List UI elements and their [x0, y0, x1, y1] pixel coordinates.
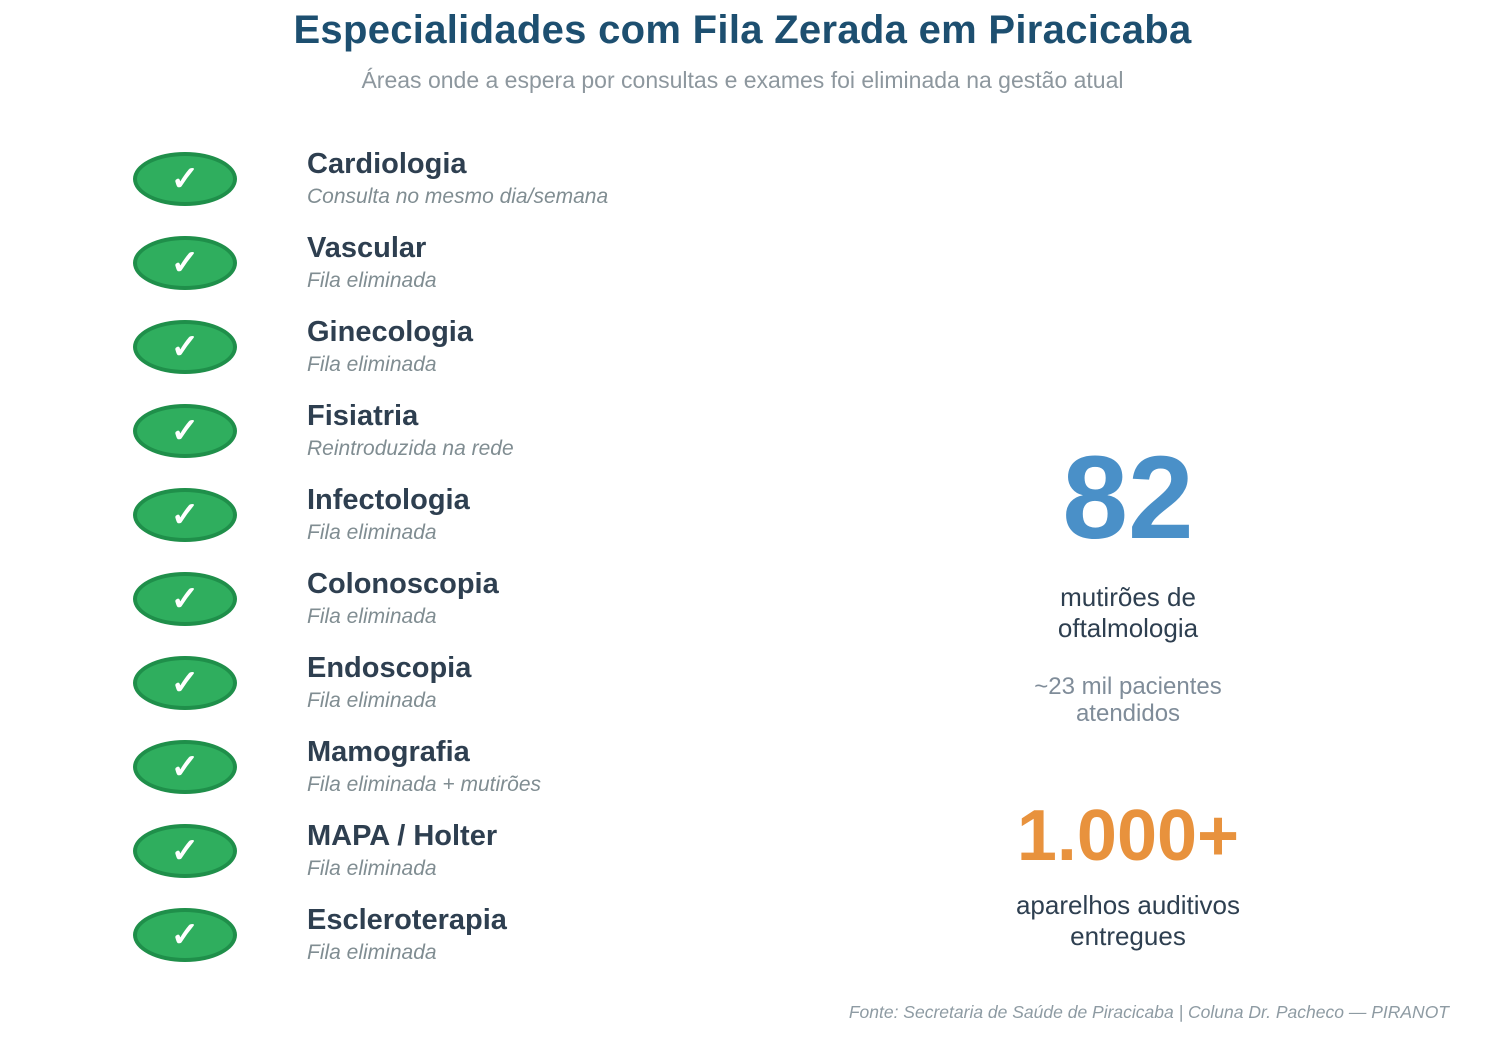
check-icon: ✓ [170, 580, 200, 618]
list-item: ✓ Ginecologia Fila eliminada [133, 317, 608, 377]
list-item: ✓ Escleroterapia Fila eliminada [133, 905, 608, 965]
item-text: Vascular Fila eliminada [307, 233, 437, 293]
item-text: Cardiologia Consulta no mesmo dia/semana [307, 149, 608, 209]
specialty-status: Fila eliminada [307, 604, 437, 628]
list-item: ✓ Fisiatria Reintroduzida na rede [133, 401, 608, 461]
specialty-name: Infectologia [307, 484, 470, 517]
check-icon: ✓ [170, 244, 200, 282]
specialty-name: Escleroterapia [307, 904, 507, 937]
stat-hearing-aids-label: aparelhos auditivos entregues [1015, 890, 1241, 952]
check-oval: ✓ [133, 320, 237, 374]
specialty-name: Vascular [307, 232, 427, 265]
stat-hearing-aids: 1.000+ aparelhos auditivos entregues [958, 800, 1298, 952]
stat-ophthalmology-label: mutirões de oftalmologia [1057, 582, 1199, 644]
check-oval: ✓ [133, 572, 237, 626]
check-oval: ✓ [133, 824, 237, 878]
specialty-status: Fila eliminada [307, 520, 437, 544]
specialty-status: Fila eliminada + mutirões [307, 772, 542, 796]
check-oval: ✓ [133, 404, 237, 458]
item-text: Colonoscopia Fila eliminada [307, 569, 499, 629]
specialty-name: Endoscopia [307, 652, 472, 685]
check-oval: ✓ [133, 488, 237, 542]
specialty-status: Fila eliminada [307, 268, 437, 292]
specialty-name: MAPA / Holter [307, 820, 498, 853]
item-text: Infectologia Fila eliminada [307, 485, 470, 545]
specialty-status: Fila eliminada [307, 940, 437, 964]
specialty-name: Fisiatria [307, 400, 419, 433]
check-icon: ✓ [170, 748, 200, 786]
check-icon: ✓ [170, 412, 200, 450]
specialty-name: Mamografia [307, 736, 470, 769]
specialty-name: Cardiologia [307, 148, 467, 181]
list-item: ✓ Infectologia Fila eliminada [133, 485, 608, 545]
page-subtitle: Áreas onde a espera por consultas e exam… [361, 67, 1124, 93]
check-oval: ✓ [133, 236, 237, 290]
check-oval: ✓ [133, 656, 237, 710]
list-item: ✓ Cardiologia Consulta no mesmo dia/sema… [133, 149, 608, 209]
stat-ophthalmology: 82 mutirões de oftalmologia ~23 mil paci… [958, 432, 1298, 728]
check-oval: ✓ [133, 152, 237, 206]
stat-ophthalmology-value: 82 [1062, 432, 1194, 564]
check-icon: ✓ [170, 664, 200, 702]
check-icon: ✓ [170, 916, 200, 954]
specialty-status: Fila eliminada [307, 856, 437, 880]
stat-hearing-aids-value: 1.000+ [1016, 796, 1240, 876]
check-icon: ✓ [170, 160, 200, 198]
specialty-status: Fila eliminada [307, 688, 437, 712]
stat-ophthalmology-note: ~23 mil pacientes atendidos [1034, 672, 1222, 728]
check-icon: ✓ [170, 496, 200, 534]
specialty-status: Reintroduzida na rede [307, 436, 514, 460]
item-text: Mamografia Fila eliminada + mutirões [307, 737, 541, 797]
page-title: Especialidades com Fila Zerada em Piraci… [293, 8, 1192, 52]
check-icon: ✓ [170, 328, 200, 366]
list-item: ✓ MAPA / Holter Fila eliminada [133, 821, 608, 881]
item-text: MAPA / Holter Fila eliminada [307, 821, 497, 881]
header: Especialidades com Fila Zerada em Piraci… [0, 10, 1485, 94]
source-line: Fonte: Secretaria de Saúde de Piracicaba… [848, 1002, 1449, 1022]
list-item: ✓ Endoscopia Fila eliminada [133, 653, 608, 713]
list-item: ✓ Mamografia Fila eliminada + mutirões [133, 737, 608, 797]
item-text: Fisiatria Reintroduzida na rede [307, 401, 514, 461]
check-oval: ✓ [133, 908, 237, 962]
item-text: Endoscopia Fila eliminada [307, 653, 471, 713]
item-text: Ginecologia Fila eliminada [307, 317, 473, 377]
list-item: ✓ Colonoscopia Fila eliminada [133, 569, 608, 629]
specialty-name: Ginecologia [307, 316, 473, 349]
specialty-name: Colonoscopia [307, 568, 499, 601]
check-icon: ✓ [170, 832, 200, 870]
specialty-status: Consulta no mesmo dia/semana [307, 184, 609, 208]
check-oval: ✓ [133, 740, 237, 794]
specialty-checklist: ✓ Cardiologia Consulta no mesmo dia/sema… [133, 149, 608, 992]
item-text: Escleroterapia Fila eliminada [307, 905, 507, 965]
specialty-status: Fila eliminada [307, 352, 437, 376]
list-item: ✓ Vascular Fila eliminada [133, 233, 608, 293]
